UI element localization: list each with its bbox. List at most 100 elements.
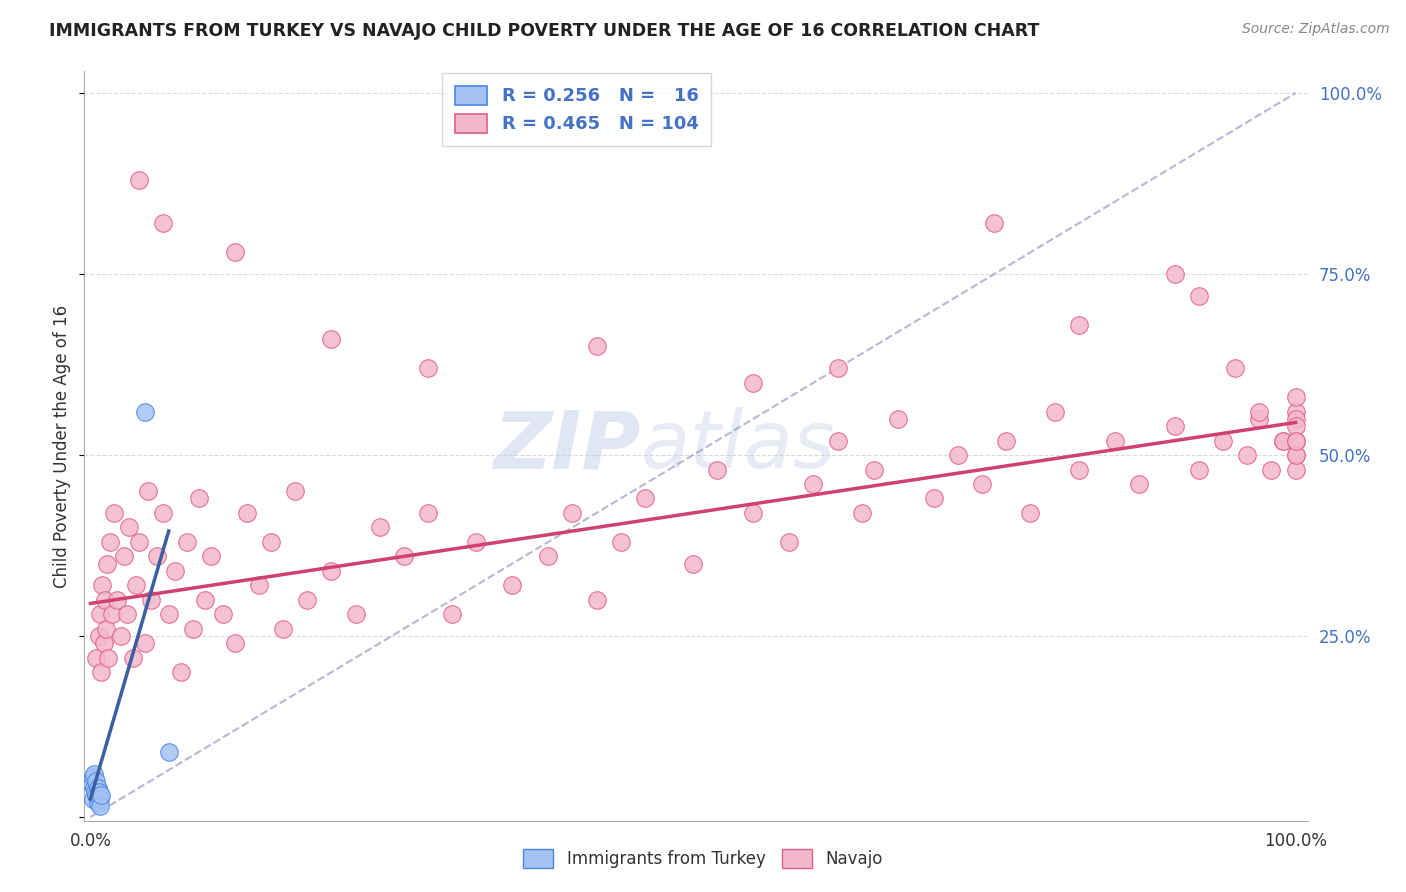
Point xyxy=(1272,434,1295,448)
Point xyxy=(1284,462,1306,476)
Point xyxy=(86,650,108,665)
Point xyxy=(1284,448,1306,462)
Point xyxy=(1019,506,1042,520)
Point xyxy=(121,650,143,665)
Point xyxy=(187,491,209,506)
Point xyxy=(284,484,307,499)
Point xyxy=(94,592,117,607)
Point xyxy=(247,578,270,592)
Point xyxy=(125,578,148,592)
Point xyxy=(134,636,156,650)
Point xyxy=(537,549,560,564)
Point xyxy=(1284,448,1306,462)
Point xyxy=(561,506,583,520)
Point xyxy=(297,592,319,607)
Point xyxy=(1067,462,1090,476)
Point xyxy=(82,792,104,806)
Point xyxy=(212,607,235,622)
Point xyxy=(1188,462,1211,476)
Point xyxy=(128,535,150,549)
Point xyxy=(236,506,259,520)
Point xyxy=(181,622,204,636)
Point xyxy=(89,792,111,806)
Point xyxy=(91,578,114,592)
Point xyxy=(465,535,488,549)
Point xyxy=(995,434,1018,448)
Point xyxy=(803,477,825,491)
Point xyxy=(1212,434,1234,448)
Point xyxy=(1249,404,1271,418)
Text: atlas: atlas xyxy=(641,407,835,485)
Point xyxy=(103,506,125,520)
Point xyxy=(152,506,174,520)
Point xyxy=(115,607,138,622)
Point xyxy=(634,491,657,506)
Point xyxy=(97,650,120,665)
Point xyxy=(1284,404,1306,418)
Point xyxy=(887,412,910,426)
Legend: R = 0.256   N =   16, R = 0.465   N = 104: R = 0.256 N = 16, R = 0.465 N = 104 xyxy=(441,73,711,146)
Point xyxy=(609,535,631,549)
Point xyxy=(1067,318,1090,332)
Point xyxy=(118,520,141,534)
Point xyxy=(83,780,105,795)
Point xyxy=(1284,419,1306,434)
Point xyxy=(90,789,112,803)
Point xyxy=(170,665,193,680)
Point xyxy=(862,462,884,476)
Point xyxy=(1284,412,1306,426)
Point xyxy=(112,549,135,564)
Point xyxy=(98,535,121,549)
Point xyxy=(827,434,849,448)
Point xyxy=(224,636,246,650)
Point xyxy=(827,361,849,376)
Point xyxy=(96,557,118,571)
Point xyxy=(1249,412,1271,426)
Point xyxy=(87,785,110,799)
Point xyxy=(89,607,111,622)
Point xyxy=(946,448,969,462)
Point xyxy=(1284,434,1306,448)
Point xyxy=(101,607,124,622)
Point xyxy=(87,629,110,643)
Text: ZIP: ZIP xyxy=(494,407,641,485)
Point xyxy=(90,665,112,680)
Point xyxy=(1260,462,1282,476)
Point xyxy=(368,520,391,534)
Point xyxy=(89,799,111,814)
Point xyxy=(82,770,104,784)
Point xyxy=(86,789,108,803)
Point xyxy=(1236,448,1258,462)
Point xyxy=(851,506,873,520)
Point xyxy=(271,622,294,636)
Point xyxy=(1284,390,1306,404)
Point xyxy=(260,535,283,549)
Point xyxy=(1188,289,1211,303)
Point xyxy=(110,629,132,643)
Point xyxy=(94,622,117,636)
Point xyxy=(682,557,704,571)
Point xyxy=(585,339,607,353)
Point xyxy=(1164,267,1187,281)
Point xyxy=(86,796,108,810)
Point xyxy=(440,607,463,622)
Point xyxy=(416,361,439,376)
Point xyxy=(157,745,180,759)
Point xyxy=(344,607,367,622)
Point xyxy=(136,484,159,499)
Text: Source: ZipAtlas.com: Source: ZipAtlas.com xyxy=(1241,22,1389,37)
Point xyxy=(128,173,150,187)
Point xyxy=(145,549,167,564)
Point xyxy=(93,636,115,650)
Point xyxy=(983,216,1005,230)
Point xyxy=(321,332,343,346)
Text: IMMIGRANTS FROM TURKEY VS NAVAJO CHILD POVERTY UNDER THE AGE OF 16 CORRELATION C: IMMIGRANTS FROM TURKEY VS NAVAJO CHILD P… xyxy=(49,22,1039,40)
Point xyxy=(83,766,105,780)
Point xyxy=(163,564,186,578)
Point xyxy=(134,404,156,418)
Point xyxy=(1128,477,1150,491)
Legend: Immigrants from Turkey, Navajo: Immigrants from Turkey, Navajo xyxy=(516,843,890,875)
Point xyxy=(80,777,103,791)
Point xyxy=(1104,434,1126,448)
Point xyxy=(1284,434,1306,448)
